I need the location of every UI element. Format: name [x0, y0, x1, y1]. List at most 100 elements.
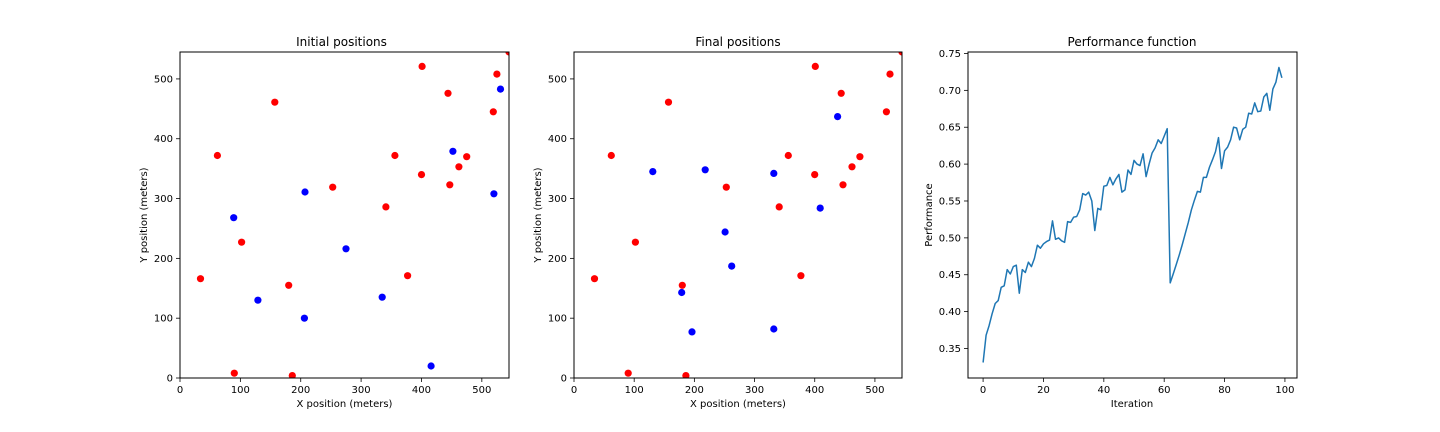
x-tick-label: 400 — [805, 385, 824, 396]
x-tick-label: 80 — [1218, 385, 1231, 396]
blue-point — [834, 113, 842, 121]
blue-point — [678, 288, 686, 297]
red-point — [784, 151, 792, 160]
y-tick-label: 0.60 — [939, 160, 961, 171]
chart-title: Final positions — [695, 35, 780, 49]
y-tick-label: 300 — [154, 194, 173, 205]
blue-point — [721, 228, 729, 236]
red-point — [631, 238, 640, 246]
performance-line-series — [982, 66, 1283, 363]
red-point — [418, 62, 426, 70]
red-point — [288, 372, 296, 378]
x-tick-label: 100 — [625, 385, 644, 396]
x-tick-label: 200 — [291, 385, 310, 396]
x-axis-label: X position (meters) — [297, 399, 393, 410]
blue-point — [449, 147, 457, 155]
red-point — [886, 70, 894, 78]
y-axis-label: Performance — [924, 183, 935, 246]
blue-point — [688, 328, 696, 336]
blue-point — [649, 168, 657, 176]
x-axis-label: Iteration — [1111, 399, 1153, 410]
red-point — [837, 89, 845, 97]
blue-point — [427, 362, 435, 370]
red-point — [856, 153, 864, 161]
y-tick-label: 0 — [167, 374, 173, 385]
chart-title: Initial positions — [296, 35, 387, 49]
blue-point — [701, 166, 709, 174]
performance-line — [982, 66, 1283, 363]
y-tick-label: 0.55 — [939, 196, 961, 207]
x-tick-label: 300 — [745, 385, 764, 396]
chart-title: Performance function — [1068, 35, 1197, 49]
blue-point — [254, 296, 262, 304]
red-point — [463, 153, 471, 161]
y-tick-label: 400 — [548, 134, 567, 145]
red-point — [898, 52, 902, 56]
y-tick-label: 0 — [561, 374, 567, 385]
x-ticks: 0 100 200 300 400 500 — [571, 378, 884, 396]
red-point — [607, 151, 615, 160]
y-tick-label: 200 — [154, 254, 173, 265]
x-tick-label: 0 — [980, 385, 986, 396]
blue-point — [230, 214, 238, 222]
blue-point — [816, 204, 824, 212]
red-point — [285, 281, 293, 289]
y-ticks: 0 100 200 300 400 500 — [154, 74, 180, 385]
y-tick-label: 200 — [548, 254, 567, 265]
red-point — [775, 203, 783, 211]
y-tick-label: 0.75 — [939, 49, 961, 60]
red-point — [446, 181, 454, 189]
blue-point — [770, 325, 778, 333]
scatter-points — [590, 52, 902, 378]
x-tick-label: 200 — [685, 385, 704, 396]
y-tick-label: 300 — [548, 194, 567, 205]
red-point — [455, 163, 463, 171]
red-point — [722, 183, 730, 191]
y-ticks: 0 100 200 300 400 500 — [548, 74, 574, 385]
x-tick-label: 0 — [571, 385, 577, 396]
y-tick-label: 100 — [548, 314, 567, 325]
red-point — [624, 369, 632, 377]
y-tick-label: 0.40 — [939, 307, 961, 318]
red-point — [391, 151, 399, 160]
plot-frame — [967, 51, 1298, 379]
y-tick-label: 500 — [154, 74, 173, 85]
red-point — [196, 275, 205, 283]
x-tick-label: 60 — [1158, 385, 1171, 396]
performance-function-panel: Performance function 0 20 40 60 80 100 0.35 0.… — [924, 35, 1298, 410]
x-tick-label: 20 — [1037, 385, 1050, 396]
red-point — [382, 203, 390, 211]
blue-point — [490, 190, 498, 198]
red-point — [489, 108, 497, 116]
y-tick-label: 0.45 — [939, 270, 961, 281]
blue-point — [496, 85, 505, 93]
red-point — [664, 98, 673, 106]
red-point — [329, 183, 337, 191]
x-tick-label: 40 — [1097, 385, 1110, 396]
y-tick-label: 0.70 — [939, 86, 961, 97]
x-tick-label: 0 — [177, 385, 183, 396]
red-point — [444, 89, 452, 97]
red-point — [404, 272, 412, 280]
blue-point — [378, 293, 386, 301]
initial-positions-panel: Initial positions 0 100 200 300 400 500 0 100 2… — [139, 35, 510, 410]
red-point — [213, 151, 221, 160]
y-axis-label: Y position (meters) — [533, 167, 544, 263]
red-point — [230, 369, 238, 377]
red-point — [678, 281, 686, 289]
red-point — [417, 171, 426, 179]
red-point — [271, 98, 279, 106]
red-point — [797, 272, 805, 280]
scatter-points — [196, 52, 509, 378]
red-point — [505, 52, 509, 56]
red-point — [682, 372, 690, 378]
x-tick-label: 100 — [1275, 385, 1294, 396]
red-point — [882, 108, 891, 116]
blue-point — [770, 169, 778, 177]
x-tick-label: 500 — [865, 385, 884, 396]
y-tick-label: 0.35 — [939, 344, 961, 355]
x-ticks: 0 20 40 60 80 100 — [980, 378, 1294, 396]
red-point — [590, 275, 599, 283]
x-tick-label: 100 — [231, 385, 250, 396]
